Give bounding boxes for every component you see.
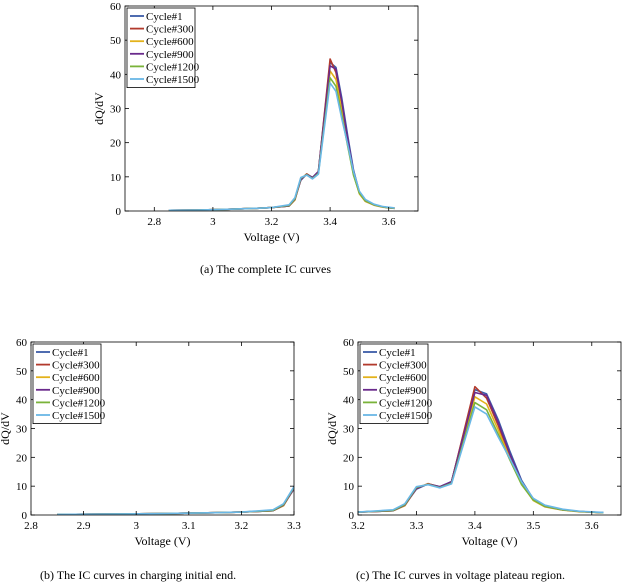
chart-c: 3.2 3.3 3.4 3.5 3.6 0 10 20 30 40 50 60 Voltage (V) d… <box>325 337 622 548</box>
series-line-b-5 <box>57 485 294 515</box>
x-tick-label-a-0: 2.8 <box>147 216 161 228</box>
y-tick-label-b-4: 40 <box>16 395 28 407</box>
x-axis-label-c: Voltage (V) <box>461 534 517 548</box>
legend-label-c-5: Cycle#1500 <box>379 410 433 422</box>
x-tick-label-c-3: 3.5 <box>526 520 540 532</box>
series-line-a-4 <box>168 77 395 211</box>
legend-label-b-1: Cycle#300 <box>52 360 100 372</box>
series-line-c-5 <box>358 406 604 514</box>
legend-box-a <box>126 7 196 88</box>
x-tick-label-c-4: 3.6 <box>585 520 599 532</box>
y-axis-label-b: dQ/dV <box>0 412 12 445</box>
chart-b: 2.8 2.9 3 3.1 3.2 3.3 0 10 20 30 40 50 60 Voltage (V)… <box>0 337 301 548</box>
legend-label-b-3: Cycle#900 <box>52 385 100 397</box>
y-tick-label-c-6: 60 <box>343 337 355 349</box>
series-line-a-5 <box>168 82 395 211</box>
caption-a: (a) The complete IC curves <box>200 262 332 276</box>
legend-a: Cycle#1Cycle#300Cycle#600Cycle#900Cycle#… <box>126 7 200 88</box>
y-tick-label-a-5: 50 <box>110 35 122 47</box>
x-tick-label-a-2: 3.2 <box>265 216 279 228</box>
series-line-a-0 <box>168 61 395 211</box>
y-tick-label-b-0: 0 <box>22 510 28 522</box>
legend-label-c-0: Cycle#1 <box>379 347 416 359</box>
x-tick-label-b-1: 2.9 <box>77 520 91 532</box>
legend-label-c-1: Cycle#300 <box>379 360 427 372</box>
x-tick-label-b-2: 3 <box>133 520 139 532</box>
legend-label-b-2: Cycle#600 <box>52 372 100 384</box>
x-tick-label-b-0: 2.8 <box>24 520 38 532</box>
x-tick-label-c-2: 3.4 <box>468 520 482 532</box>
legend-label-c-2: Cycle#600 <box>379 372 427 384</box>
legend-label-b-5: Cycle#1500 <box>52 410 106 422</box>
y-tick-label-c-2: 20 <box>343 452 355 464</box>
series-line-a-2 <box>168 70 395 211</box>
x-tick-label-c-1: 3.3 <box>410 520 424 532</box>
y-tick-label-b-3: 30 <box>16 424 28 436</box>
y-tick-label-c-5: 50 <box>343 366 355 378</box>
legend-label-a-0: Cycle#1 <box>146 11 183 23</box>
y-axis-label-a: dQ/dV <box>92 92 106 125</box>
x-tick-label-b-3: 3.1 <box>182 520 196 532</box>
series-line-a-1 <box>168 58 395 211</box>
x-tick-label-b-5: 3.3 <box>287 520 301 532</box>
legend-label-a-1: Cycle#300 <box>146 24 194 36</box>
caption-c: (c) The IC curves in voltage plateau reg… <box>356 568 566 582</box>
x-tick-label-a-1: 3 <box>210 216 216 228</box>
y-tick-label-c-1: 10 <box>343 481 355 493</box>
y-tick-label-b-5: 50 <box>16 366 28 378</box>
legend-label-c-4: Cycle#1200 <box>379 397 433 409</box>
y-tick-label-c-0: 0 <box>349 510 355 522</box>
y-tick-label-b-6: 60 <box>16 337 28 349</box>
y-tick-label-a-6: 60 <box>110 1 122 13</box>
legend-label-c-3: Cycle#900 <box>379 385 427 397</box>
legend-c: Cycle#1Cycle#300Cycle#600Cycle#900Cycle#… <box>359 343 433 424</box>
legend-label-a-2: Cycle#600 <box>146 36 194 48</box>
y-tick-label-a-1: 10 <box>110 172 122 184</box>
x-tick-label-b-4: 3.2 <box>235 520 249 532</box>
y-tick-label-a-3: 30 <box>110 104 122 116</box>
series-group-c <box>358 385 604 514</box>
y-tick-label-c-3: 30 <box>343 424 355 436</box>
caption-b: (b) The IC curves in charging initial en… <box>40 568 237 582</box>
legend-label-b-0: Cycle#1 <box>52 347 89 359</box>
legend-label-b-4: Cycle#1200 <box>52 397 106 409</box>
chart-a: 2.8 3 3.2 3.4 3.6 0 10 20 30 40 50 60 Voltage (V) dQ/… <box>92 1 419 244</box>
legend-label-a-4: Cycle#1200 <box>146 61 200 73</box>
x-tick-label-a-3: 3.4 <box>323 216 337 228</box>
legend-box-c <box>359 343 429 424</box>
y-tick-label-a-2: 20 <box>110 138 122 150</box>
series-group-a <box>168 58 395 211</box>
x-axis-label-a: Voltage (V) <box>243 230 299 244</box>
y-tick-label-b-1: 10 <box>16 481 28 493</box>
x-axis-label-b: Voltage (V) <box>134 534 190 548</box>
series-line-a-3 <box>168 65 395 211</box>
y-tick-label-c-4: 40 <box>343 395 355 407</box>
y-tick-label-b-2: 20 <box>16 452 28 464</box>
legend-box-b <box>32 343 102 424</box>
x-tick-label-c-0: 3.2 <box>351 520 365 532</box>
legend-b: Cycle#1Cycle#300Cycle#600Cycle#900Cycle#… <box>32 343 106 424</box>
y-tick-label-a-4: 40 <box>110 69 122 81</box>
series-group-b <box>57 485 294 515</box>
y-tick-label-a-0: 0 <box>116 206 122 218</box>
x-tick-label-a-4: 3.6 <box>382 216 396 228</box>
legend-label-a-5: Cycle#1500 <box>146 74 200 86</box>
legend-label-a-3: Cycle#900 <box>146 49 194 61</box>
y-axis-label-c: dQ/dV <box>325 412 339 445</box>
